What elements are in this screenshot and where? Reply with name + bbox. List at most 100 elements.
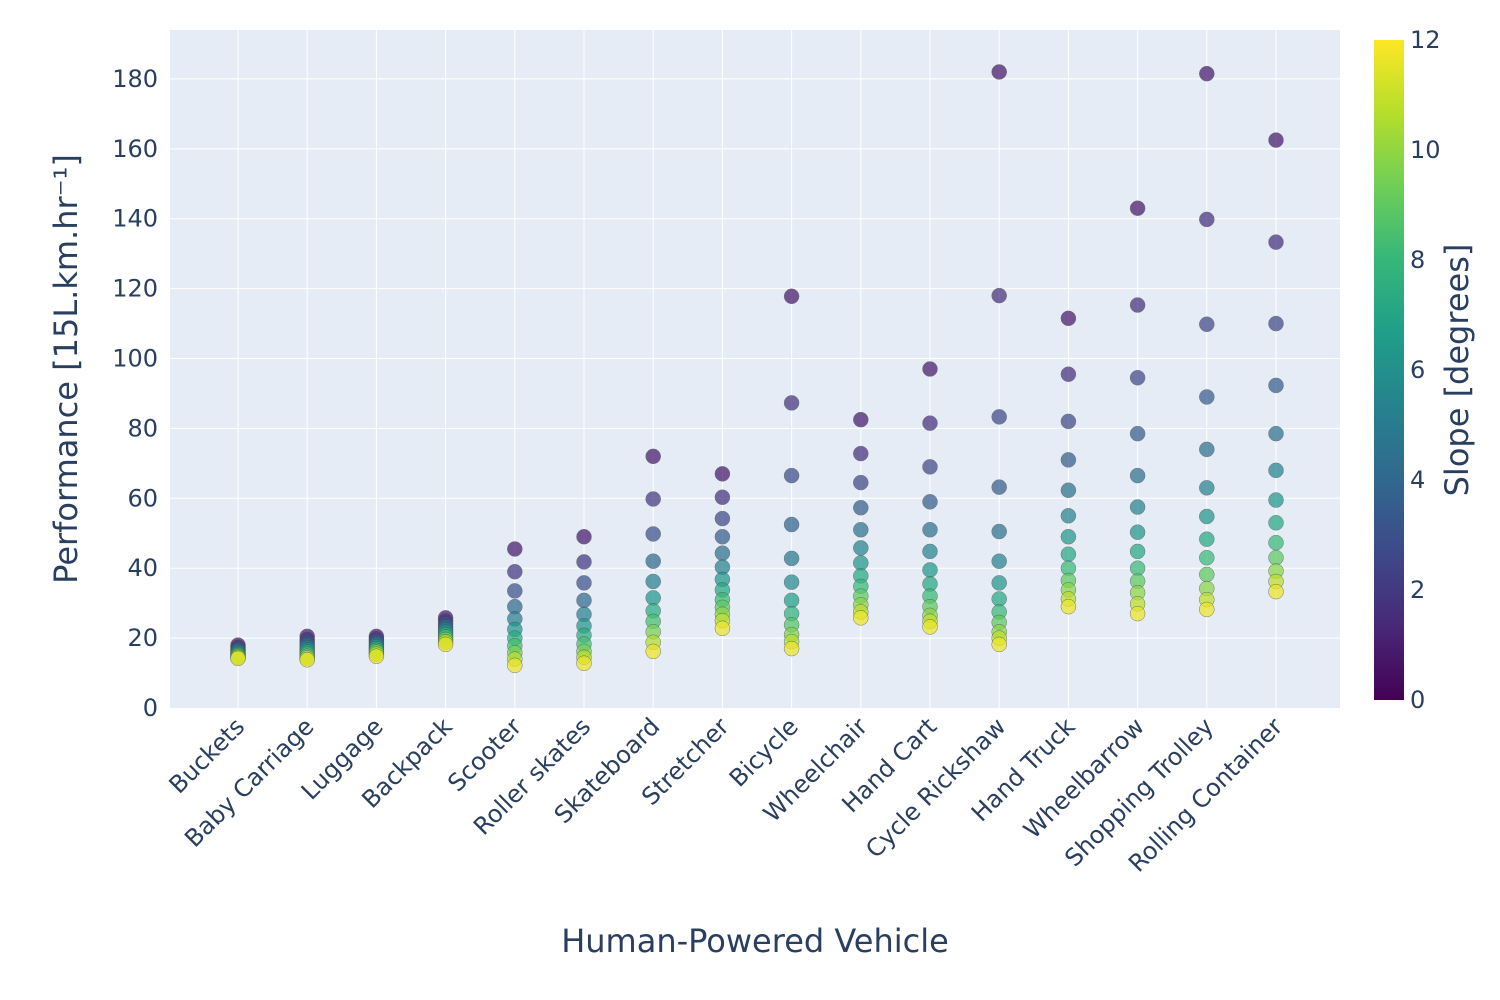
data-point — [991, 64, 1007, 80]
y-tick-label: 40 — [127, 554, 158, 582]
data-point — [1060, 413, 1077, 430]
data-point — [1129, 200, 1146, 216]
x-axis-title: Human-Powered Vehicle — [561, 922, 949, 960]
data-markers — [230, 64, 1284, 674]
data-point — [576, 655, 592, 672]
data-point — [1268, 425, 1284, 442]
data-point — [1268, 462, 1284, 479]
data-point — [783, 550, 800, 567]
data-point — [1129, 297, 1146, 313]
y-tick-label: 80 — [127, 414, 158, 442]
data-point — [1268, 492, 1284, 508]
data-point — [783, 467, 800, 484]
data-point — [1268, 234, 1284, 250]
data-point — [368, 648, 385, 665]
data-point — [1268, 549, 1284, 566]
data-point — [922, 494, 938, 510]
data-point — [853, 411, 869, 428]
colorbar-title: Slope [degrees] — [1438, 244, 1476, 497]
data-point — [1199, 316, 1215, 333]
data-point — [1060, 310, 1077, 327]
data-point — [991, 575, 1007, 591]
data-point — [714, 529, 731, 545]
data-point — [576, 592, 592, 609]
data-point — [230, 650, 246, 667]
data-point — [1268, 583, 1284, 600]
colorbar-tick-label: 8 — [1410, 246, 1425, 274]
data-point — [714, 620, 731, 637]
data-point — [991, 287, 1007, 304]
data-point — [922, 562, 938, 578]
data-point — [507, 583, 523, 599]
data-point — [1199, 601, 1215, 618]
y-tick-label: 180 — [112, 65, 158, 93]
data-point — [991, 523, 1007, 540]
x-tick-label: Wheelbarrow — [1018, 712, 1150, 844]
data-point — [1129, 467, 1146, 484]
data-point — [714, 510, 731, 527]
colorbar — [1374, 40, 1404, 700]
data-point — [1060, 366, 1077, 382]
data-point — [1060, 598, 1077, 615]
data-point — [1129, 425, 1146, 442]
data-point — [991, 553, 1007, 569]
y-tick-label: 160 — [112, 135, 158, 163]
data-point — [1199, 566, 1215, 583]
y-tick-label: 0 — [143, 694, 158, 722]
data-point — [437, 636, 454, 653]
colorbar-tick-label: 2 — [1410, 576, 1425, 604]
data-point — [783, 288, 800, 305]
y-tick-labels: 0 20 40 60 80 100 120 140 160 180 — [112, 65, 158, 722]
data-point — [645, 491, 661, 507]
data-point — [1199, 549, 1215, 566]
data-point — [1199, 531, 1215, 547]
data-point — [1060, 452, 1077, 468]
data-point — [576, 529, 592, 545]
data-point — [299, 652, 315, 668]
data-point — [991, 636, 1007, 653]
data-point — [1129, 524, 1146, 540]
data-point — [1199, 65, 1215, 82]
data-point — [1060, 482, 1077, 499]
data-point — [1199, 441, 1215, 458]
data-point — [853, 499, 869, 516]
data-point — [853, 610, 869, 626]
data-point — [1268, 315, 1284, 332]
colorbar-tick-label: 0 — [1410, 686, 1425, 714]
colorbar-tick-label: 4 — [1410, 466, 1425, 494]
data-point — [576, 575, 592, 591]
plot-area — [170, 30, 1340, 708]
data-point — [1268, 515, 1284, 531]
data-point — [714, 545, 731, 561]
data-point — [714, 489, 731, 506]
data-point — [645, 643, 661, 660]
data-point — [991, 479, 1007, 495]
y-tick-label: 140 — [112, 205, 158, 233]
data-point — [507, 541, 523, 557]
y-tick-label: 20 — [127, 624, 158, 652]
data-point — [645, 526, 661, 542]
colorbar-tick-labels: 0 2 4 6 8 10 12 — [1410, 26, 1441, 714]
data-point — [922, 361, 938, 377]
data-point — [1060, 508, 1077, 524]
data-point — [922, 415, 938, 431]
y-tick-label: 100 — [112, 345, 158, 373]
data-point — [783, 516, 800, 533]
data-point — [922, 619, 938, 635]
y-tick-label: 60 — [127, 484, 158, 512]
colorbar-tick-label: 6 — [1410, 356, 1425, 384]
y-tick-label: 120 — [112, 275, 158, 303]
data-point — [783, 395, 800, 411]
data-point — [1060, 546, 1077, 562]
data-point — [507, 563, 523, 580]
data-point — [1129, 543, 1146, 560]
data-point — [645, 448, 661, 465]
data-point — [645, 553, 661, 569]
data-point — [783, 640, 800, 657]
data-point — [1199, 389, 1215, 405]
data-point — [645, 573, 661, 590]
data-point — [853, 522, 869, 538]
data-point — [1268, 534, 1284, 551]
data-point — [1129, 369, 1146, 386]
